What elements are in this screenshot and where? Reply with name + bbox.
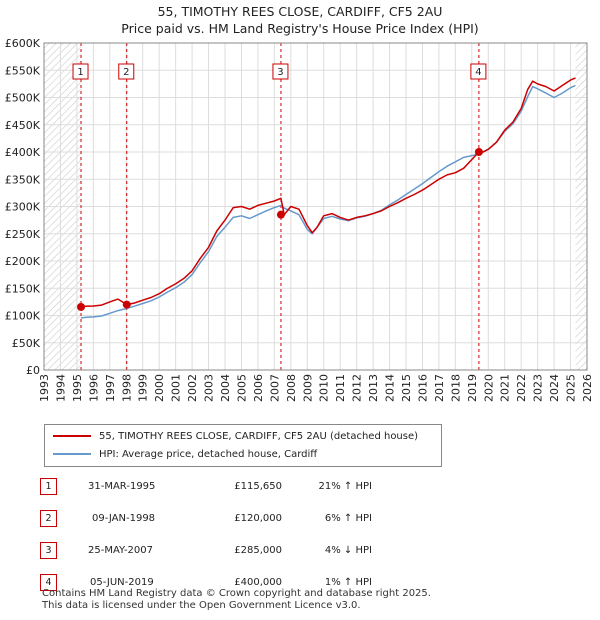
plot-frame — [43, 42, 588, 371]
x-tick-label: 2022 — [515, 374, 528, 402]
x-tick-label: 2019 — [466, 374, 479, 402]
y-tick-label: £450K — [5, 119, 41, 132]
x-tick-label: 1997 — [104, 374, 117, 402]
sale-hpi-change: 6% ↑ HPI — [324, 512, 372, 524]
x-tick-label: 2005 — [235, 374, 248, 402]
legend-item-hpi: HPI: Average price, detached house, Card… — [53, 446, 317, 462]
x-tick-label: 1994 — [54, 374, 67, 402]
y-tick-label: £250K — [5, 228, 41, 241]
x-tick-label: 2013 — [367, 374, 380, 402]
sale-label-number: 1 — [77, 67, 83, 78]
sale-price: £400,000 — [234, 576, 282, 588]
legend-swatch-price — [53, 435, 91, 437]
y-tick-label: £0 — [26, 364, 40, 377]
sales-table: 1 31-MAR-1995 £115,650 21% ↑ HPI 2 09-JA… — [40, 470, 372, 598]
x-tick-label: 1998 — [120, 374, 133, 402]
sale-hpi-change: 4% ↓ HPI — [324, 544, 372, 556]
sale-badge: 3 — [40, 541, 57, 559]
table-row: 2 09-JAN-1998 £120,000 6% ↑ HPI — [40, 502, 372, 534]
x-tick-label: 2016 — [416, 374, 429, 402]
x-tick-label: 2018 — [449, 374, 462, 402]
x-tick-label: 2026 — [581, 374, 594, 402]
table-row: 1 31-MAR-1995 £115,650 21% ↑ HPI — [40, 470, 372, 502]
sale-label-box — [470, 63, 487, 80]
sale-badge: 4 — [40, 573, 57, 591]
legend-label-hpi: HPI: Average price, detached house, Card… — [99, 448, 318, 460]
footer-attribution: Contains HM Land Registry data © Crown c… — [42, 588, 431, 612]
x-tick-label: 2025 — [565, 374, 578, 402]
price-chart: £0 £50K £100K £150K £200K £250K £300K £350K £400… — [5, 37, 594, 402]
y-tick-label: £100K — [5, 310, 41, 323]
y-tick-label: £50K — [12, 337, 41, 350]
sale-label-box — [118, 63, 135, 80]
x-tick-label: 2024 — [548, 374, 561, 402]
sale-hpi-change: 21% ↑ HPI — [318, 480, 372, 492]
y-tick-label: £550K — [5, 64, 41, 77]
footer-line-1: Contains HM Land Registry data © Crown c… — [42, 588, 431, 599]
legend-item-price: 55, TIMOTHY REES CLOSE, CARDIFF, CF5 2AU… — [53, 428, 418, 444]
sale-date: 31-MAR-1995 — [88, 480, 156, 492]
sale-date: 05-JUN-2019 — [90, 576, 154, 588]
x-tick-label: 1995 — [71, 374, 84, 402]
x-tick-label: 2010 — [318, 374, 331, 402]
x-tick-label: 2004 — [219, 374, 232, 402]
x-tick-label: 2008 — [285, 374, 298, 402]
x-tick-label: 2015 — [400, 374, 413, 402]
x-tick-label: 2001 — [170, 374, 183, 402]
y-tick-label: £300K — [5, 201, 41, 214]
x-tick-label: 2002 — [186, 374, 199, 402]
x-tick-label: 2007 — [268, 374, 281, 402]
chart-title: 55, TIMOTHY REES CLOSE, CARDIFF, CF5 2AU — [157, 4, 443, 19]
x-tick-label: 1996 — [87, 374, 100, 402]
sale-badge: 1 — [40, 477, 57, 495]
x-tick-label: 1993 — [38, 374, 51, 402]
legend-label-price: 55, TIMOTHY REES CLOSE, CARDIFF, CF5 2AU… — [99, 430, 419, 442]
x-tick-label: 2012 — [351, 374, 364, 402]
x-tick-label: 2003 — [203, 374, 216, 402]
sale-label-number: 2 — [123, 67, 129, 78]
sale-point — [77, 302, 86, 311]
price-paid-line — [80, 77, 576, 308]
legend-swatch-hpi — [53, 453, 91, 455]
table-row: 4 05-JUN-2019 £400,000 1% ↑ HPI — [40, 566, 372, 598]
sale-point — [122, 300, 131, 309]
sale-point — [474, 148, 483, 156]
sale-price: £115,650 — [234, 480, 282, 492]
sale-point — [276, 210, 285, 219]
x-tick-label: 2000 — [153, 374, 166, 402]
sale-label-box — [272, 63, 289, 80]
sale-date: 25-MAY-2007 — [88, 544, 154, 556]
x-tick-label: 2011 — [334, 374, 347, 402]
table-row: 3 25-MAY-2007 £285,000 4% ↓ HPI — [40, 534, 372, 566]
footer-line-2: This data is licensed under the Open Gov… — [42, 600, 361, 611]
sale-date: 09-JAN-1998 — [92, 512, 156, 524]
chart-legend: 55, TIMOTHY REES CLOSE, CARDIFF, CF5 2AU… — [44, 424, 442, 467]
sale-label-number: 4 — [475, 67, 481, 78]
x-tick-label: 2006 — [252, 374, 265, 402]
y-tick-label: £500K — [5, 92, 41, 105]
x-tick-label: 2017 — [433, 374, 446, 402]
y-tick-label: £400K — [5, 146, 41, 159]
sale-label-box — [72, 63, 89, 80]
x-tick-label: 2014 — [384, 374, 397, 402]
chart-subtitle: Price paid vs. HM Land Registry's House … — [121, 21, 479, 36]
y-tick-label: £350K — [5, 173, 41, 186]
y-tick-label: £200K — [5, 255, 41, 268]
x-tick-label: 2023 — [532, 374, 545, 402]
x-tick-label: 2021 — [499, 374, 512, 402]
x-tick-label: 2020 — [482, 374, 495, 402]
sale-price: £120,000 — [234, 512, 282, 524]
sale-badge: 2 — [40, 509, 57, 527]
sale-label-number: 3 — [277, 67, 283, 78]
y-tick-label: £600K — [5, 37, 41, 50]
sale-price: £285,000 — [234, 544, 282, 556]
x-tick-label: 2009 — [301, 374, 314, 402]
y-tick-label: £150K — [5, 282, 41, 295]
sale-hpi-change: 1% ↑ HPI — [324, 576, 372, 588]
x-tick-label: 1999 — [137, 374, 150, 402]
